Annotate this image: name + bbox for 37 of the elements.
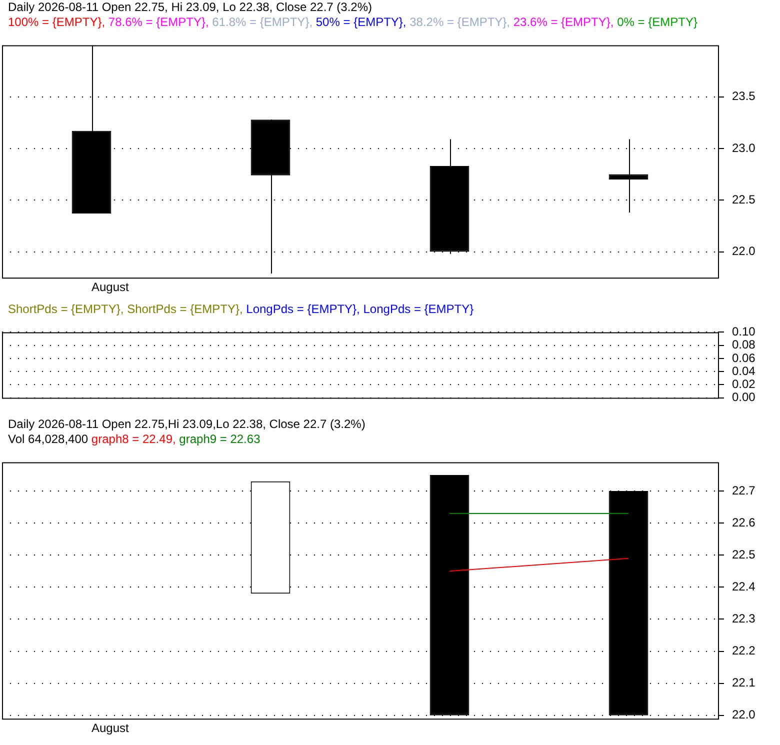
y-tick-label: 22.4: [732, 580, 756, 594]
chart-title: Daily 2026-08-11 Open 22.75, Hi 23.09, Lo 22.38, Close 22.7 (3.2%): [7, 0, 374, 15]
text: Vol 64,028,400: [8, 432, 88, 446]
legend-label: 100% = {EMPTY},: [8, 15, 106, 29]
y-tick-label: 22.1: [732, 676, 756, 690]
y-tick-label: 0.06: [732, 350, 756, 365]
legend-label: LongPds = {EMPTY},: [246, 302, 360, 316]
y-tick-label: 22.5: [732, 547, 756, 562]
y-tick-label: 22.0: [732, 244, 756, 258]
legend-label: 23.6% = {EMPTY},: [513, 15, 614, 29]
legend-label: 61.8% = {EMPTY},: [212, 15, 313, 29]
y-tick-label: 22.0: [732, 708, 756, 722]
text: graph9 = 22.63: [179, 432, 260, 446]
y-tick-label: 22.3: [732, 612, 756, 626]
legend-label: 50% = {EMPTY},: [316, 15, 406, 29]
legend-label: 78.6% = {EMPTY},: [108, 15, 209, 29]
y-tick-label: 22.7: [732, 483, 756, 498]
y-tick-label: 0.04: [732, 364, 756, 378]
chart-title: Daily 2026-08-11 Open 22.75,Hi 23.09,Lo 22.38, Close 22.7 (3.2%): [7, 417, 366, 432]
legend-label: 0% = {EMPTY}: [617, 15, 698, 29]
candlestick: [608, 138, 648, 214]
y-tick-label: 22.2: [732, 644, 756, 658]
y-tick-label: 22.5: [732, 192, 756, 206]
y-tick-label: 22.6: [732, 515, 756, 530]
y-tick-label: 23.5: [732, 89, 756, 104]
legend-label: LongPds = {EMPTY}: [363, 302, 474, 316]
legend-label: ShortPds = {EMPTY},: [127, 302, 243, 316]
y-tick-label: 0.08: [732, 338, 756, 352]
y-tick-label: 0.10: [732, 324, 756, 339]
x-tick-label: August: [92, 280, 130, 294]
legend-label: ShortPds = {EMPTY},: [8, 302, 124, 316]
x-tick-label: August: [92, 721, 130, 736]
legend-label: 38.2% = {EMPTY},: [410, 15, 510, 29]
y-tick-label: 0.00: [732, 390, 756, 404]
y-tick-label: 0.02: [732, 376, 756, 391]
y-tick-label: 23.0: [732, 140, 756, 155]
text: graph8 = 22.49,: [91, 432, 176, 446]
